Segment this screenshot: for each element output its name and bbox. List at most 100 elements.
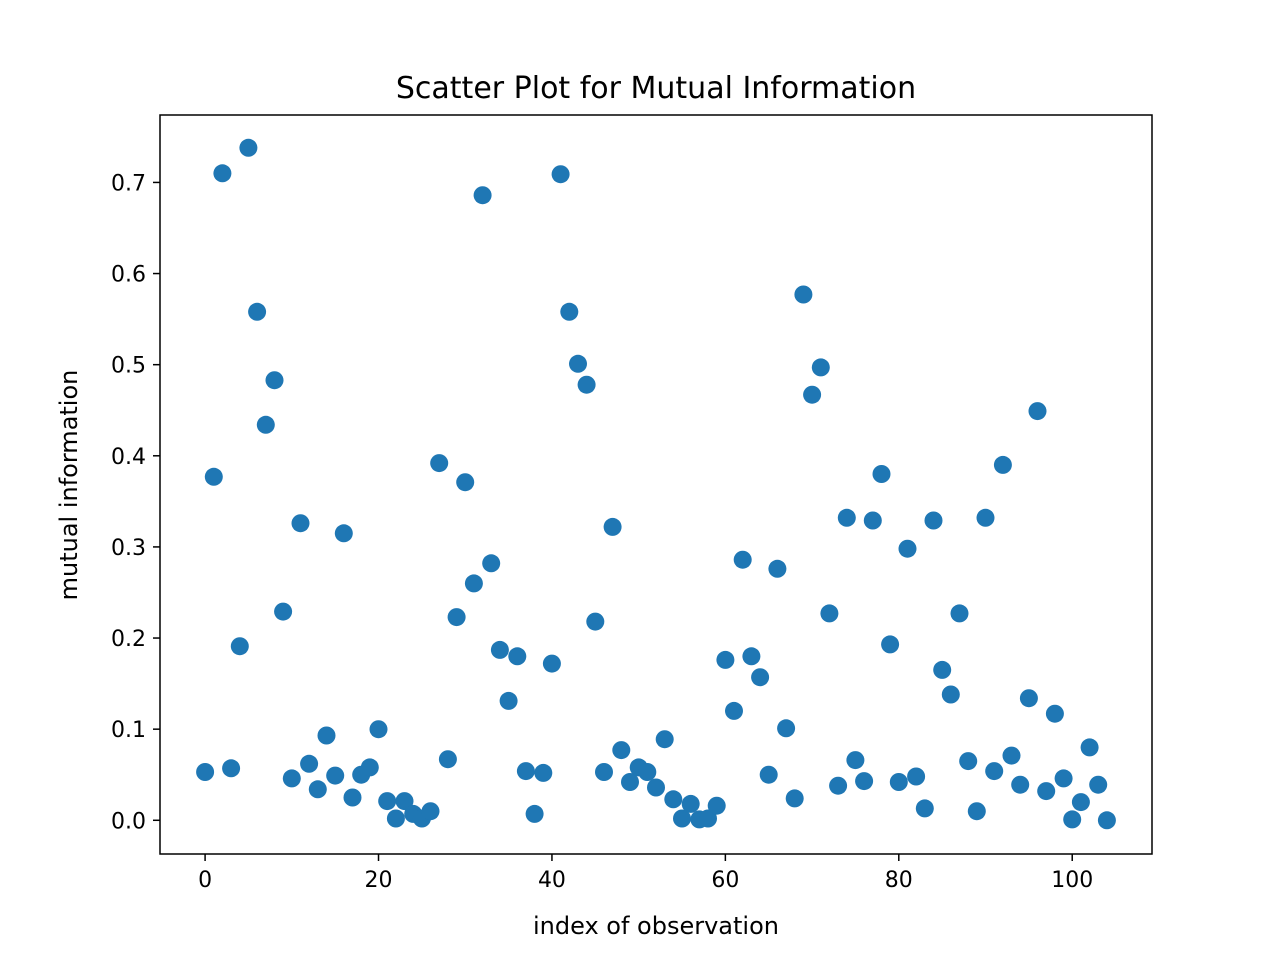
scatter-point: [595, 763, 613, 781]
scatter-point: [1063, 810, 1082, 829]
y-axis-label: mutual information: [55, 370, 83, 601]
scatter-point: [525, 804, 544, 823]
scatter-point: [577, 375, 596, 394]
scatter-point: [933, 660, 952, 679]
scatter-point: [889, 773, 908, 791]
scatter-point: [360, 758, 379, 777]
scatter-point: [274, 602, 293, 621]
scatter-point: [386, 809, 405, 828]
scatter-point: [265, 371, 284, 390]
scatter-point: [291, 514, 310, 533]
scatter-point: [499, 691, 518, 710]
scatter-point: [725, 701, 743, 720]
scatter-point: [308, 780, 327, 799]
scatter-point: [751, 668, 770, 687]
scatter-point: [551, 165, 570, 184]
scatter-point: [196, 763, 215, 781]
scatter-point: [378, 792, 397, 811]
scatter-point: [456, 473, 475, 492]
scatter-point: [985, 762, 1004, 781]
y-tick-label: 0.3: [111, 536, 146, 561]
scatter-point: [915, 799, 934, 818]
scatter-point: [907, 767, 926, 786]
scatter-point: [586, 612, 605, 631]
scatter-point: [213, 164, 232, 183]
scatter-point: [508, 647, 527, 666]
scatter-point: [742, 647, 761, 666]
scatter-point: [967, 802, 986, 821]
scatter-point: [430, 454, 449, 473]
scatter-point: [1080, 738, 1099, 757]
scatter-point: [1019, 689, 1038, 708]
scatter-point: [655, 730, 674, 749]
scatter-point: [959, 752, 978, 771]
data-points: [196, 138, 1116, 830]
y-tick-label: 0.0: [111, 809, 146, 834]
scatter-point: [785, 789, 804, 808]
scatter-point: [993, 455, 1012, 474]
scatter-point: [681, 794, 700, 813]
scatter-point: [334, 524, 353, 543]
scatter-point: [855, 772, 874, 791]
scatter-point: [803, 385, 822, 404]
scatter-point: [1045, 704, 1064, 723]
scatter-point: [872, 465, 891, 483]
scatter-point: [473, 186, 492, 205]
x-tick-label: 40: [538, 868, 566, 893]
x-tick-label: 100: [1051, 868, 1093, 893]
scatter-point: [647, 778, 665, 797]
scatter-point: [230, 637, 249, 656]
scatter-point: [733, 550, 752, 569]
scatter-point: [673, 809, 691, 828]
scatter-point: [1071, 793, 1090, 812]
scatter-point: [1097, 811, 1116, 830]
scatter-point: [569, 354, 587, 373]
scatter-point: [204, 467, 223, 486]
scatter-point: [447, 608, 466, 627]
scatter-point: [837, 508, 856, 527]
scatter-point: [863, 511, 882, 530]
scatter-point: [239, 138, 258, 157]
y-tick-label: 0.5: [111, 354, 146, 379]
scatter-point: [777, 719, 796, 738]
scatter-point: [1002, 746, 1021, 765]
scatter-point: [490, 640, 509, 659]
scatter-point: [369, 720, 388, 739]
scatter-point: [395, 792, 414, 811]
scatter-point: [811, 358, 830, 377]
x-axis-ticks: 0 20 40 60 80 100: [198, 854, 1093, 893]
scatter-point: [1054, 769, 1073, 788]
chart-title: Scatter Plot for Mutual Information: [396, 71, 916, 106]
scatter-point: [950, 604, 969, 623]
scatter-point: [716, 650, 735, 669]
scatter-point: [1028, 402, 1047, 421]
y-tick-label: 0.2: [111, 627, 146, 652]
scatter-point: [664, 790, 683, 809]
x-axis-label: index of observation: [533, 912, 779, 940]
scatter-point: [794, 285, 813, 304]
y-axis-ticks: 0.0 0.1 0.2 0.3 0.4 0.5 0.6 0.7: [111, 171, 160, 834]
scatter-point: [881, 635, 900, 654]
scatter-point: [941, 685, 960, 704]
scatter-point: [326, 766, 345, 785]
scatter-point: [768, 559, 787, 578]
scatter-point: [829, 776, 848, 795]
scatter-point: [1089, 775, 1108, 794]
scatter-point: [820, 604, 839, 623]
y-tick-label: 0.4: [111, 445, 146, 470]
scatter-point: [516, 762, 535, 781]
x-tick-label: 80: [885, 868, 913, 893]
scatter-point: [707, 796, 726, 815]
x-tick-label: 0: [198, 868, 212, 893]
scatter-point: [621, 773, 639, 791]
scatter-point: [638, 763, 657, 781]
x-tick-label: 60: [711, 868, 739, 893]
scatter-point: [222, 759, 241, 778]
scatter-point: [976, 508, 995, 527]
scatter-point: [846, 751, 865, 770]
scatter-point: [603, 517, 622, 536]
scatter-point: [534, 763, 553, 782]
x-tick-label: 20: [365, 868, 393, 893]
scatter-point: [248, 302, 267, 321]
